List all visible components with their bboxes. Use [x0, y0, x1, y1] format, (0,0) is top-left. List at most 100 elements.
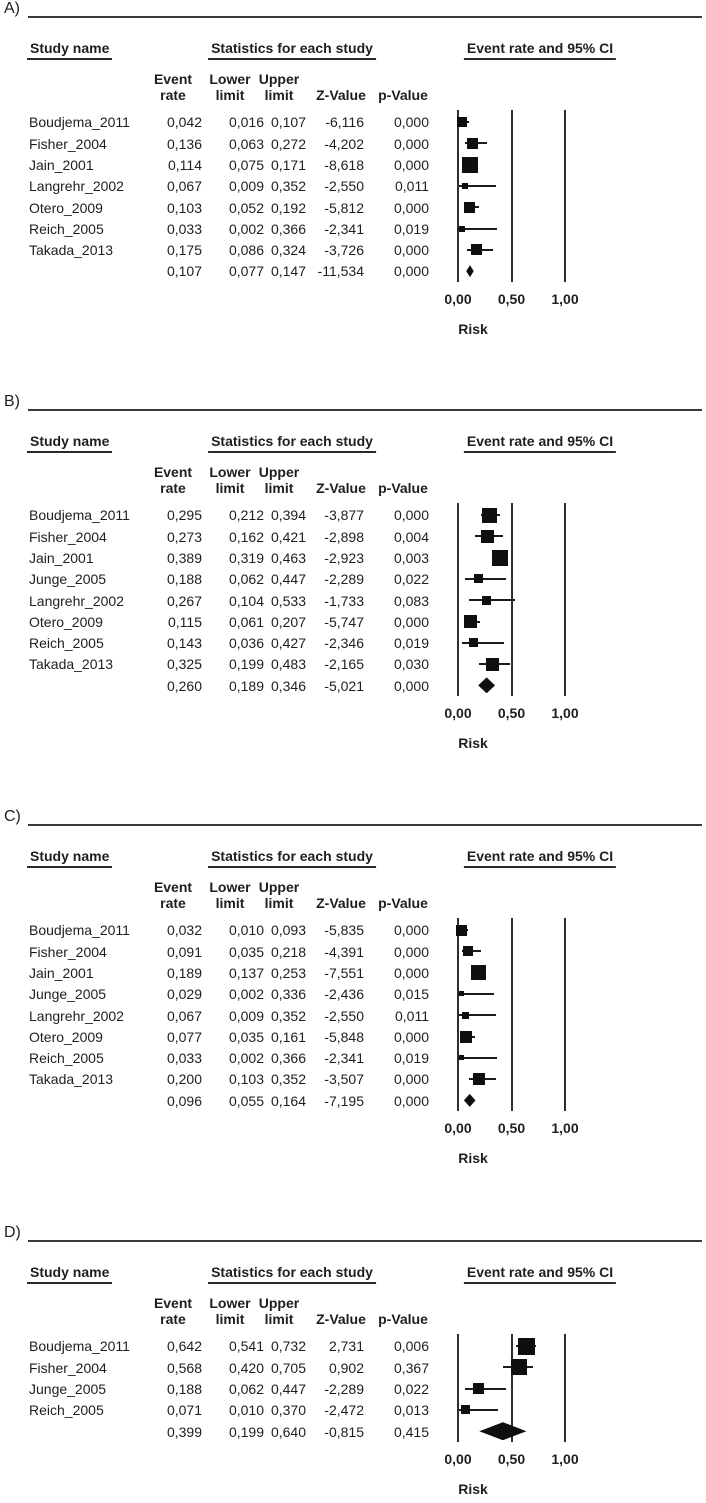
lower-cell: 0,086 [228, 242, 264, 259]
column-header-columns_line2-0: rate [160, 1311, 186, 1327]
x-axis-tick-label: 1,00 [551, 1451, 579, 1468]
study-row: Reich_2005 0,143 0,036 0,427 -2,346 0,019 [0, 632, 440, 654]
ci-whisker [458, 1014, 496, 1017]
lower-cell: 0,055 [228, 1092, 264, 1109]
event-rate-cell: 0,042 [166, 114, 202, 131]
x-axis-tick-label: 0,50 [497, 1451, 526, 1468]
study-name-cell: Boudjema_2011 [29, 114, 130, 131]
ci-square-marker [458, 991, 464, 997]
lower-cell: 0,077 [228, 263, 264, 280]
upper-cell: 0,447 [270, 1380, 306, 1397]
lower-cell: 0,319 [228, 549, 264, 566]
event-rate-cell: 0,188 [166, 1380, 202, 1397]
axis-gridline-0,00 [457, 918, 459, 1112]
upper-cell: 0,192 [270, 199, 306, 216]
column-header-columns_line2-3: Z-Value [316, 1311, 366, 1327]
z-value-cell: -4,391 [324, 943, 364, 960]
study-row: Langrehr_2002 0,067 0,009 0,352 -2,550 0,011 [0, 1005, 440, 1027]
upper-cell: 0,093 [270, 922, 306, 939]
column-header-columns_line2-0: rate [160, 480, 186, 496]
upper-cell: 0,352 [270, 1071, 306, 1088]
study-name-cell: Jain_2001 [29, 156, 94, 173]
ci-square-marker [473, 574, 483, 584]
p-value-cell: 0,004 [393, 528, 429, 545]
column-header-columns_line1-0: Event [153, 71, 193, 87]
ci-square-marker [482, 507, 498, 523]
lower-cell: 0,063 [228, 135, 264, 152]
upper-cell: 0,352 [270, 178, 306, 195]
upper-cell: 0,366 [270, 1050, 306, 1067]
upper-cell: 0,533 [270, 592, 306, 609]
study-row: Reich_2005 0,033 0,002 0,366 -2,341 0,019 [0, 1047, 440, 1069]
p-value-cell: 0,011 [395, 178, 429, 195]
z-value-cell: -7,551 [324, 964, 364, 981]
panel-divider-line [28, 409, 702, 411]
lower-cell: 0,104 [228, 592, 264, 609]
study-name-cell: Reich_2005 [29, 220, 104, 237]
x-axis-tick-label: 1,00 [551, 1120, 579, 1137]
z-value-cell: -2,436 [324, 986, 364, 1003]
lower-cell: 0,009 [228, 178, 264, 195]
axis-gridline-1,00 [564, 1334, 566, 1443]
study-name-cell: Otero_2009 [29, 613, 103, 630]
column-header-columns_line1-2: Upper [258, 464, 300, 480]
axis-gridline-0,50 [510, 110, 513, 283]
lower-cell: 0,002 [228, 220, 264, 237]
ci-square-marker [510, 1359, 527, 1376]
z-value-cell: -2,898 [324, 528, 364, 545]
study-name-cell: Fisher_2004 [29, 135, 107, 152]
event-rate-cell: 0,188 [166, 571, 202, 588]
event-rate-cell: 0,096 [166, 1092, 202, 1109]
z-value-cell: -6,116 [325, 114, 364, 131]
study-name-cell: Boudjema_2011 [29, 507, 130, 524]
study-name-cell: Langrehr_2002 [29, 592, 124, 609]
plot-header: Event rate and 95% CI [463, 848, 617, 868]
study-row: Takada_2013 0,200 0,103 0,352 -3,507 0,000 [0, 1068, 440, 1090]
ci-whisker [458, 227, 498, 230]
event-rate-cell: 0,107 [166, 263, 202, 280]
p-value-cell: 0,022 [393, 571, 429, 588]
column-header-columns_line1-2: Upper [258, 879, 300, 895]
event-rate-cell: 0,325 [166, 656, 202, 673]
axis-gridline-1,00 [564, 918, 566, 1112]
z-value-cell: -2,550 [324, 1007, 364, 1024]
study-row: Fisher_2004 0,091 0,035 0,218 -4,391 0,000 [0, 941, 440, 963]
lower-cell: 0,002 [228, 986, 264, 1003]
p-value-cell: 0,000 [393, 156, 429, 173]
axis-gridline-1,00 [564, 503, 566, 697]
event-rate-cell: 0,267 [166, 592, 202, 609]
p-value-cell: 0,000 [393, 677, 429, 694]
study-row: Junge_2005 0,029 0,002 0,336 -2,436 0,015 [0, 983, 440, 1005]
p-value-cell: 0,000 [393, 1028, 429, 1045]
z-value-cell: -5,812 [324, 199, 364, 216]
p-value-cell: 0,000 [393, 135, 429, 152]
upper-cell: 0,207 [270, 613, 306, 630]
p-value-cell: 0,019 [393, 635, 429, 652]
summary-row: 0,107 0,077 0,147 -11,534 0,000 [0, 260, 440, 282]
lower-cell: 0,036 [228, 635, 264, 652]
lower-cell: 0,189 [228, 677, 264, 694]
study-name-cell: Boudjema_2011 [29, 922, 130, 939]
p-value-cell: 0,019 [393, 220, 429, 237]
z-value-cell: -2,550 [324, 178, 364, 195]
axis-gridline-0,50 [510, 918, 513, 1112]
lower-cell: 0,062 [228, 571, 264, 588]
z-value-cell: 2,731 [328, 1338, 364, 1355]
column-header-columns_line2-3: Z-Value [316, 895, 366, 911]
study-name-cell: Fisher_2004 [29, 1359, 107, 1376]
column-header-columns_line2-4: p-Value [378, 480, 428, 496]
plot-header: Event rate and 95% CI [463, 40, 617, 60]
ci-square-marker [473, 1073, 486, 1086]
event-rate-cell: 0,067 [166, 178, 202, 195]
lower-cell: 0,016 [228, 114, 264, 131]
panel-label: B) [4, 393, 20, 410]
study-name-cell: Otero_2009 [29, 1028, 103, 1045]
study-name-cell: Langrehr_2002 [29, 1007, 124, 1024]
event-rate-cell: 0,136 [166, 135, 202, 152]
event-rate-cell: 0,295 [166, 507, 202, 524]
study-row: Fisher_2004 0,568 0,420 0,705 0,902 0,367 [0, 1357, 440, 1379]
x-axis-tick-label: 0,00 [444, 1120, 472, 1137]
study-row: Langrehr_2002 0,267 0,104 0,533 -1,733 0,083 [0, 590, 440, 612]
upper-cell: 0,161 [270, 1028, 306, 1045]
